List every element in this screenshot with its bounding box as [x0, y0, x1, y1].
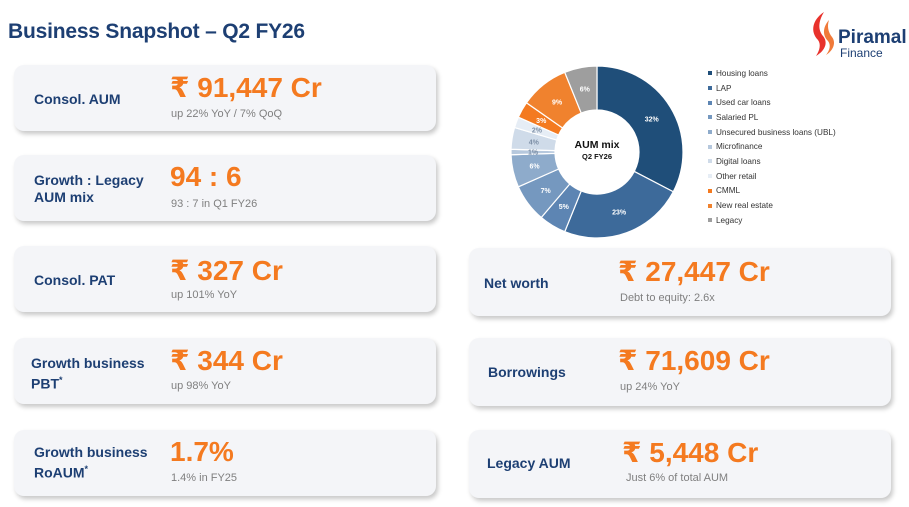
legend-item: CMML — [708, 184, 836, 199]
brand-logo: Piramal Finance — [800, 10, 909, 62]
kpi-card-borrowings: Borrowings ₹ 71,609 Cr up 24% YoY — [469, 338, 891, 406]
donut-slice-label: 3% — [536, 118, 547, 125]
legend-swatch — [708, 100, 712, 105]
kpi-value: ₹ 327 Cr — [170, 255, 283, 286]
legend-swatch — [708, 71, 712, 76]
kpi-subtext: up 98% YoY — [171, 380, 231, 392]
legend-swatch — [708, 159, 712, 164]
donut-slice-label: 2% — [532, 127, 543, 134]
donut-center-subtitle: Q2 FY26 — [582, 152, 612, 161]
kpi-subtext: 93 : 7 in Q1 FY26 — [171, 198, 258, 210]
legend-swatch — [708, 218, 712, 223]
legend-item: Unsecured business loans (UBL) — [708, 125, 836, 140]
legend-label: LAP — [716, 83, 732, 93]
kpi-subtext: up 101% YoY — [171, 289, 238, 301]
legend-item: Salaried PL — [708, 110, 836, 125]
legend-item: Other retail — [708, 169, 836, 184]
kpi-label: Consol. AUM — [34, 91, 121, 107]
legend-swatch — [708, 174, 712, 179]
kpi-label: Growth : Legacy AUM mix — [34, 172, 144, 205]
page-title: Business Snapshot – Q2 FY26 — [8, 20, 305, 43]
kpi-value: ₹ 91,447 Cr — [170, 72, 322, 103]
donut-slice-label: 5% — [559, 204, 570, 211]
kpi-subtext: Debt to equity: 2.6x — [620, 292, 715, 304]
kpi-value: ₹ 27,447 Cr — [618, 256, 770, 287]
legend-label: Salaried PL — [716, 112, 759, 122]
legend-item: Housing loans — [708, 66, 836, 81]
piramal-logo-icon — [813, 12, 834, 56]
kpi-label: Consol. PAT — [34, 272, 116, 288]
logo-subtitle: Finance — [840, 46, 883, 60]
kpi-label: Legacy AUM — [487, 455, 571, 471]
kpi-label: Net worth — [484, 275, 549, 291]
legend-item: Digital loans — [708, 154, 836, 169]
legend-label: Other retail — [716, 171, 757, 181]
legend-item: LAP — [708, 81, 836, 96]
kpi-card-net-worth: Net worth ₹ 27,447 Cr Debt to equity: 2.… — [469, 248, 891, 316]
kpi-label: Growth business PBT* — [31, 355, 145, 392]
kpi-value: 94 : 6 — [170, 161, 242, 192]
legend-label: Microfinance — [716, 142, 763, 152]
donut-slice-label: 6% — [580, 87, 591, 94]
legend-item: Microfinance — [708, 139, 836, 154]
donut-slice-label: 32% — [645, 116, 660, 123]
kpi-label: Borrowings — [488, 364, 566, 380]
donut-slice-label: 6% — [530, 164, 541, 171]
legend-item: Used car loans — [708, 95, 836, 110]
kpi-card-growth-roaum: Growth business RoAUM* 1.7% 1.4% in FY25 — [14, 430, 436, 496]
donut-center-title: AUM mix — [575, 139, 620, 151]
legend-label: Digital loans — [716, 156, 761, 166]
kpi-card-consol-pat: Consol. PAT ₹ 327 Cr up 101% YoY — [14, 246, 436, 312]
logo-wordmark: Piramal — [838, 27, 907, 48]
legend-swatch — [708, 115, 712, 120]
kpi-value: ₹ 71,609 Cr — [618, 345, 770, 376]
legend-label: CMML — [716, 186, 741, 196]
kpi-subtext: up 24% YoY — [620, 381, 680, 393]
legend-swatch — [708, 144, 712, 149]
kpi-card-growth-legacy-mix: Growth : Legacy AUM mix 94 : 6 93 : 7 in … — [14, 155, 436, 221]
legend-swatch — [708, 130, 712, 135]
legend-swatch — [708, 203, 712, 208]
legend-label: New real estate — [716, 201, 773, 211]
kpi-subtext: 1.4% in FY25 — [171, 472, 238, 484]
kpi-value: 1.7% — [170, 436, 234, 467]
legend-label: Legacy — [716, 215, 743, 225]
donut-slice-label: 9% — [552, 99, 563, 106]
donut-slice-label: 1% — [528, 150, 539, 157]
kpi-subtext: Just 6% of total AUM — [626, 472, 729, 484]
legend-swatch — [708, 188, 712, 193]
donut-slice-housing-loans — [596, 66, 684, 193]
kpi-card-consol-aum: Consol. AUM ₹ 91,447 Cr up 22% YoY / 7% … — [14, 65, 436, 131]
legend-swatch — [708, 86, 712, 91]
donut-slice-label: 4% — [529, 139, 540, 146]
donut-slice-legacy — [563, 66, 598, 114]
legend-item: New real estate — [708, 198, 836, 213]
legend-label: Used car loans — [716, 98, 771, 108]
kpi-card-legacy-aum: Legacy AUM ₹ 5,448 Cr Just 6% of total A… — [469, 430, 891, 498]
legend-item: Legacy — [708, 213, 836, 228]
aum-mix-donut-chart: 32% 23% 5% 7% 6% 1% 4% 2% 3% 9% 6% AUM mix Q2 FY26 — [510, 66, 684, 239]
chart-legend: Housing loans LAP Used car loans Salaried P… — [708, 66, 836, 228]
kpi-value: ₹ 5,448 Cr — [622, 437, 759, 468]
donut-slice-label: 7% — [541, 188, 552, 195]
kpi-value: ₹ 344 Cr — [170, 345, 283, 376]
kpi-label: Growth business RoAUM* — [34, 444, 148, 481]
donut-slice-label: 23% — [612, 210, 627, 217]
legend-label: Unsecured business loans (UBL) — [716, 127, 836, 137]
legend-label: Housing loans — [716, 68, 768, 78]
kpi-subtext: up 22% YoY / 7% QoQ — [171, 108, 283, 120]
donut-slice-lap — [563, 170, 675, 239]
kpi-card-growth-pbt: Growth business PBT* ₹ 344 Cr up 98% YoY — [14, 338, 436, 404]
